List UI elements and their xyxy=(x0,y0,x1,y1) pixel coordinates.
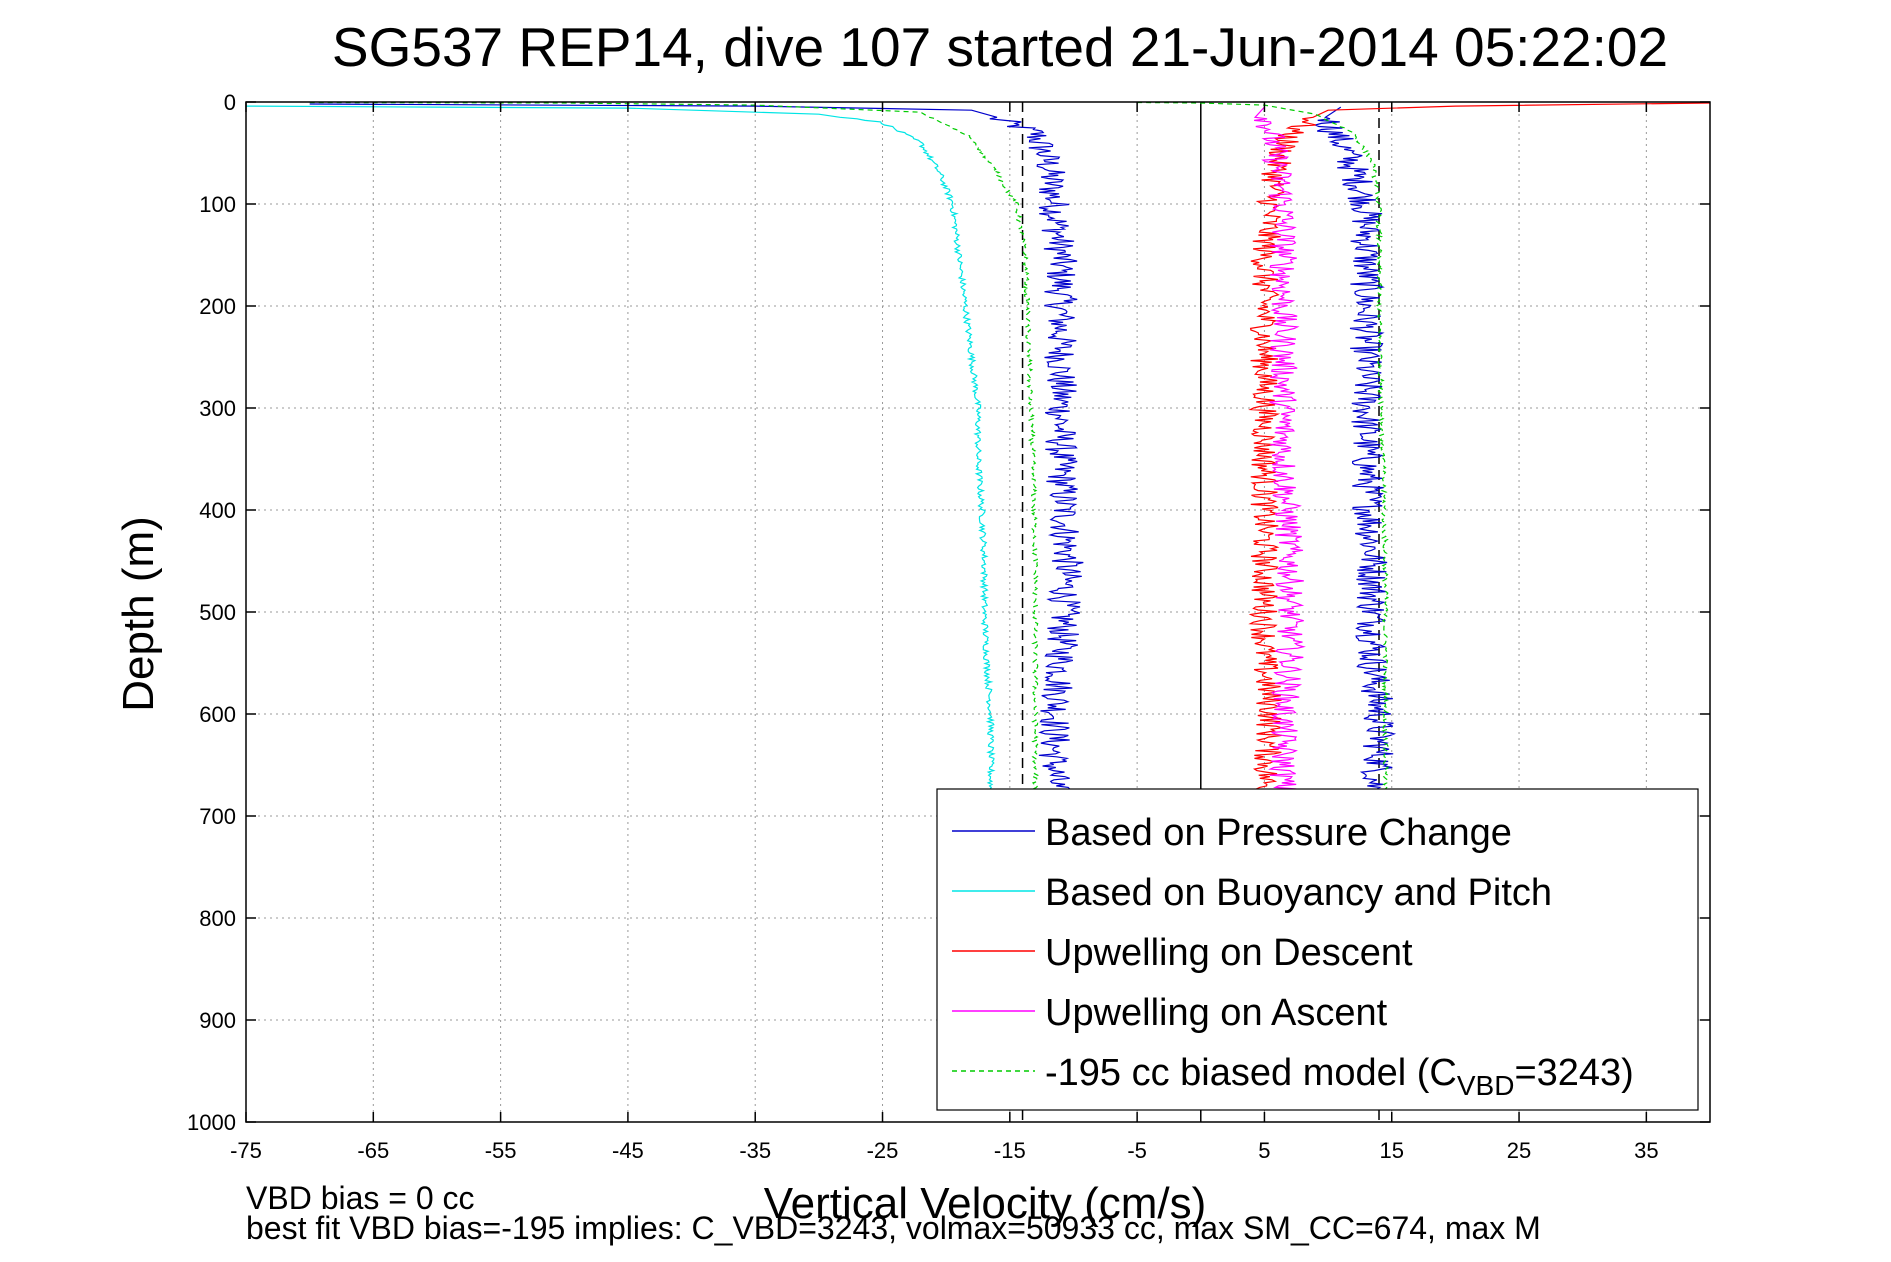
x-tick-label: -15 xyxy=(994,1138,1026,1163)
y-tick-label: 800 xyxy=(199,906,236,931)
legend-label: Upwelling on Descent xyxy=(1045,932,1413,974)
vbd-bias-text: VBD bias = 0 cc xyxy=(246,1180,475,1216)
x-tick-label: 35 xyxy=(1634,1138,1658,1163)
x-tick-label: 15 xyxy=(1379,1138,1403,1163)
best-fit-text: best fit VBD bias=-195 implies: C_VBD=32… xyxy=(246,1210,1541,1246)
y-tick-label: 200 xyxy=(199,294,236,319)
y-tick-label: 500 xyxy=(199,600,236,625)
legend-label: -195 cc biased model (CVBD=3243) xyxy=(1045,1052,1634,1101)
x-tick-label: -55 xyxy=(485,1138,517,1163)
legend-label: Based on Pressure Change xyxy=(1045,812,1512,854)
chart-title: SG537 REP14, dive 107 started 21-Jun-201… xyxy=(332,16,1668,78)
y-tick-label: 700 xyxy=(199,804,236,829)
y-tick-label: 400 xyxy=(199,498,236,523)
y-tick-label: 300 xyxy=(199,396,236,421)
legend-box xyxy=(936,788,1699,1111)
legend: Based on Pressure Change Based on Buoyanc… xyxy=(936,788,1699,1111)
x-tick-label: -35 xyxy=(739,1138,771,1163)
ticks: -75 -65 -55 -45 -35 -25 -15 -5 5 15 25 350100200300… xyxy=(187,90,1710,1163)
legend-label: Upwelling on Ascent xyxy=(1045,992,1388,1034)
series-line xyxy=(1253,106,1306,796)
x-tick-label: -25 xyxy=(867,1138,899,1163)
series-line xyxy=(309,103,1084,796)
y-tick-label: 1000 xyxy=(187,1110,236,1135)
series-line xyxy=(1313,106,1397,796)
series-line xyxy=(245,105,996,796)
legend-label: Based on Buoyancy and Pitch xyxy=(1045,872,1552,914)
x-tick-label: -75 xyxy=(230,1138,262,1163)
x-axis-label: Vertical Velocity (cm/s) xyxy=(764,1179,1207,1228)
y-tick-label: 600 xyxy=(199,702,236,727)
x-tick-label: -65 xyxy=(357,1138,389,1163)
x-tick-label: 25 xyxy=(1507,1138,1531,1163)
series-line xyxy=(1137,101,1390,796)
y-tick-label: 900 xyxy=(199,1008,236,1033)
x-tick-label: 5 xyxy=(1258,1138,1270,1163)
x-tick-label: -45 xyxy=(612,1138,644,1163)
x-tick-label: -5 xyxy=(1127,1138,1147,1163)
series-line xyxy=(309,101,1040,796)
y-tick-label: 0 xyxy=(224,90,236,115)
y-axis-label: Depth (m) xyxy=(114,516,163,712)
y-tick-label: 100 xyxy=(199,192,236,217)
series-line xyxy=(1248,102,1711,796)
